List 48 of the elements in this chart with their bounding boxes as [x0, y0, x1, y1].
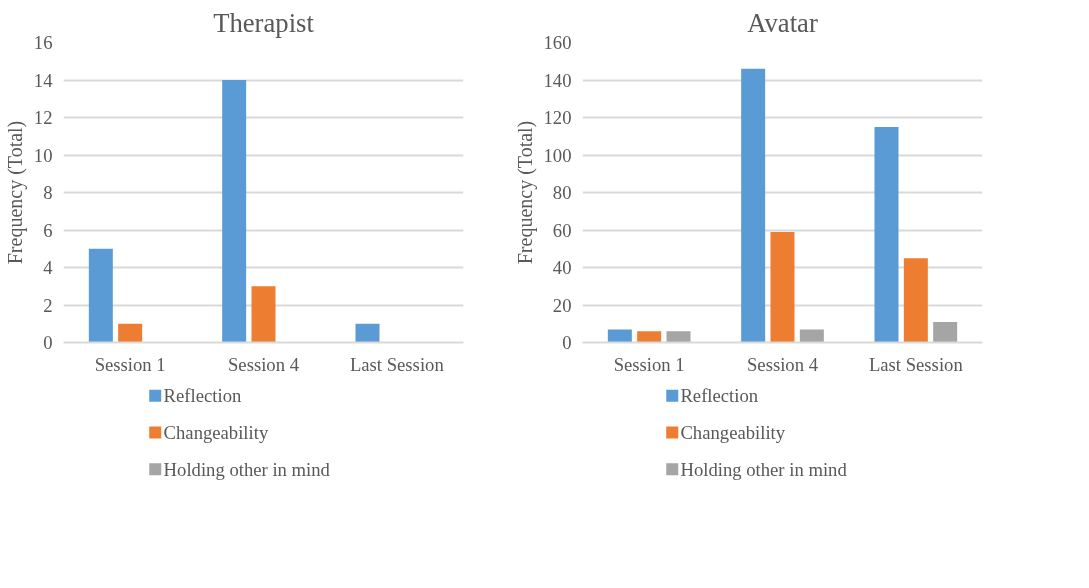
chart-title: Therapist — [213, 7, 315, 38]
bar — [607, 329, 632, 343]
bar — [933, 321, 958, 343]
y-tick-label: 0 — [562, 332, 572, 353]
bar — [251, 286, 276, 343]
bar — [118, 323, 143, 343]
y-tick-label: 60 — [552, 219, 572, 241]
bar — [741, 68, 766, 343]
x-tick-label: Last Session — [349, 353, 445, 375]
bar — [88, 248, 113, 343]
bar — [903, 258, 928, 343]
bar — [355, 323, 380, 343]
y-tick-label: 14 — [33, 69, 54, 91]
y-tick-label: 20 — [552, 294, 572, 316]
chart-title: Avatar — [747, 7, 818, 38]
bar — [637, 331, 662, 343]
y-axis-title: Frequency (Total) — [3, 120, 27, 265]
y-tick-label: 100 — [543, 144, 572, 166]
y-tick-label: 8 — [43, 182, 53, 203]
y-tick-label: 4 — [43, 257, 54, 278]
legend-label: Changeability — [163, 422, 269, 443]
legend-label: Holding other in mind — [163, 458, 331, 480]
bar — [770, 231, 795, 343]
y-tick-label: 40 — [552, 257, 572, 278]
x-tick-label: Session 1 — [94, 353, 166, 375]
bar — [874, 126, 899, 343]
y-tick-label: 160 — [543, 32, 572, 53]
y-tick-label: 12 — [33, 107, 53, 128]
y-tick-label: 0 — [43, 332, 53, 353]
y-tick-label: 10 — [33, 144, 53, 166]
x-tick-label: Session 1 — [613, 353, 685, 375]
x-tick-label: Last Session — [868, 353, 964, 375]
legend-label: Reflection — [680, 385, 759, 407]
y-axis-title: Frequency (Total) — [513, 120, 537, 265]
y-tick-label: 6 — [43, 219, 53, 241]
y-tick-label: 2 — [43, 294, 53, 316]
y-tick-label: 16 — [33, 32, 53, 53]
y-tick-label: 140 — [543, 69, 572, 91]
y-tick-label: 120 — [543, 107, 572, 128]
legend-label: Changeability — [680, 422, 786, 443]
bar — [222, 80, 247, 343]
x-tick-label: Session 4 — [228, 353, 300, 375]
legend-label: Reflection — [163, 385, 242, 407]
x-tick-label: Session 4 — [747, 353, 819, 375]
bar — [666, 331, 691, 343]
y-tick-label: 80 — [552, 182, 572, 203]
bar — [799, 329, 824, 343]
legend-label: Holding other in mind — [680, 458, 848, 480]
